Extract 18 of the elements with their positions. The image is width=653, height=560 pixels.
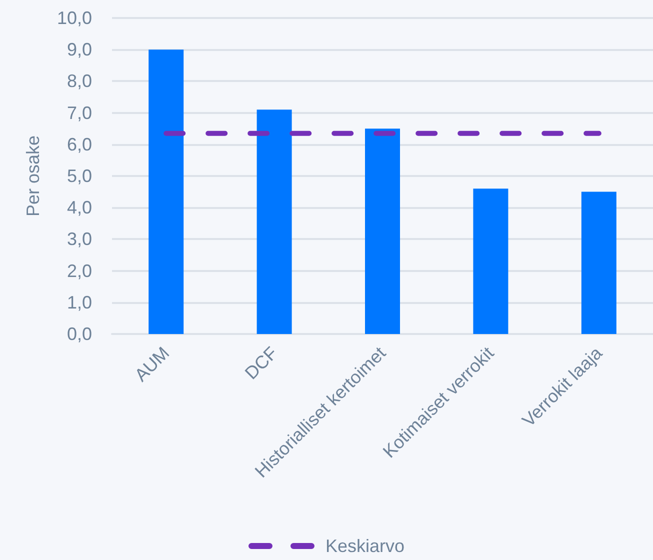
y-tick-label: 1,0 [66, 292, 92, 312]
y-tick-label: 6,0 [66, 134, 92, 154]
y-tick-label: 8,0 [66, 71, 92, 92]
y-axis-title: Per osake [23, 135, 43, 217]
y-tick-label: 2,0 [66, 260, 92, 281]
y-tick-label: 4,0 [66, 198, 92, 218]
y-tick-label: 5,0 [66, 166, 92, 186]
bar [148, 50, 184, 334]
y-tick-label: 7,0 [66, 102, 92, 123]
y-tick-label: 3,0 [66, 229, 92, 250]
y-tick-label: 9,0 [66, 40, 92, 60]
bar [365, 128, 400, 334]
bar [473, 188, 508, 334]
bar [581, 192, 616, 334]
legend-label: Keskiarvo [325, 536, 405, 556]
y-tick-label: 0,0 [66, 324, 92, 344]
bar [256, 110, 292, 334]
y-tick-label: 10,0 [56, 8, 92, 28]
